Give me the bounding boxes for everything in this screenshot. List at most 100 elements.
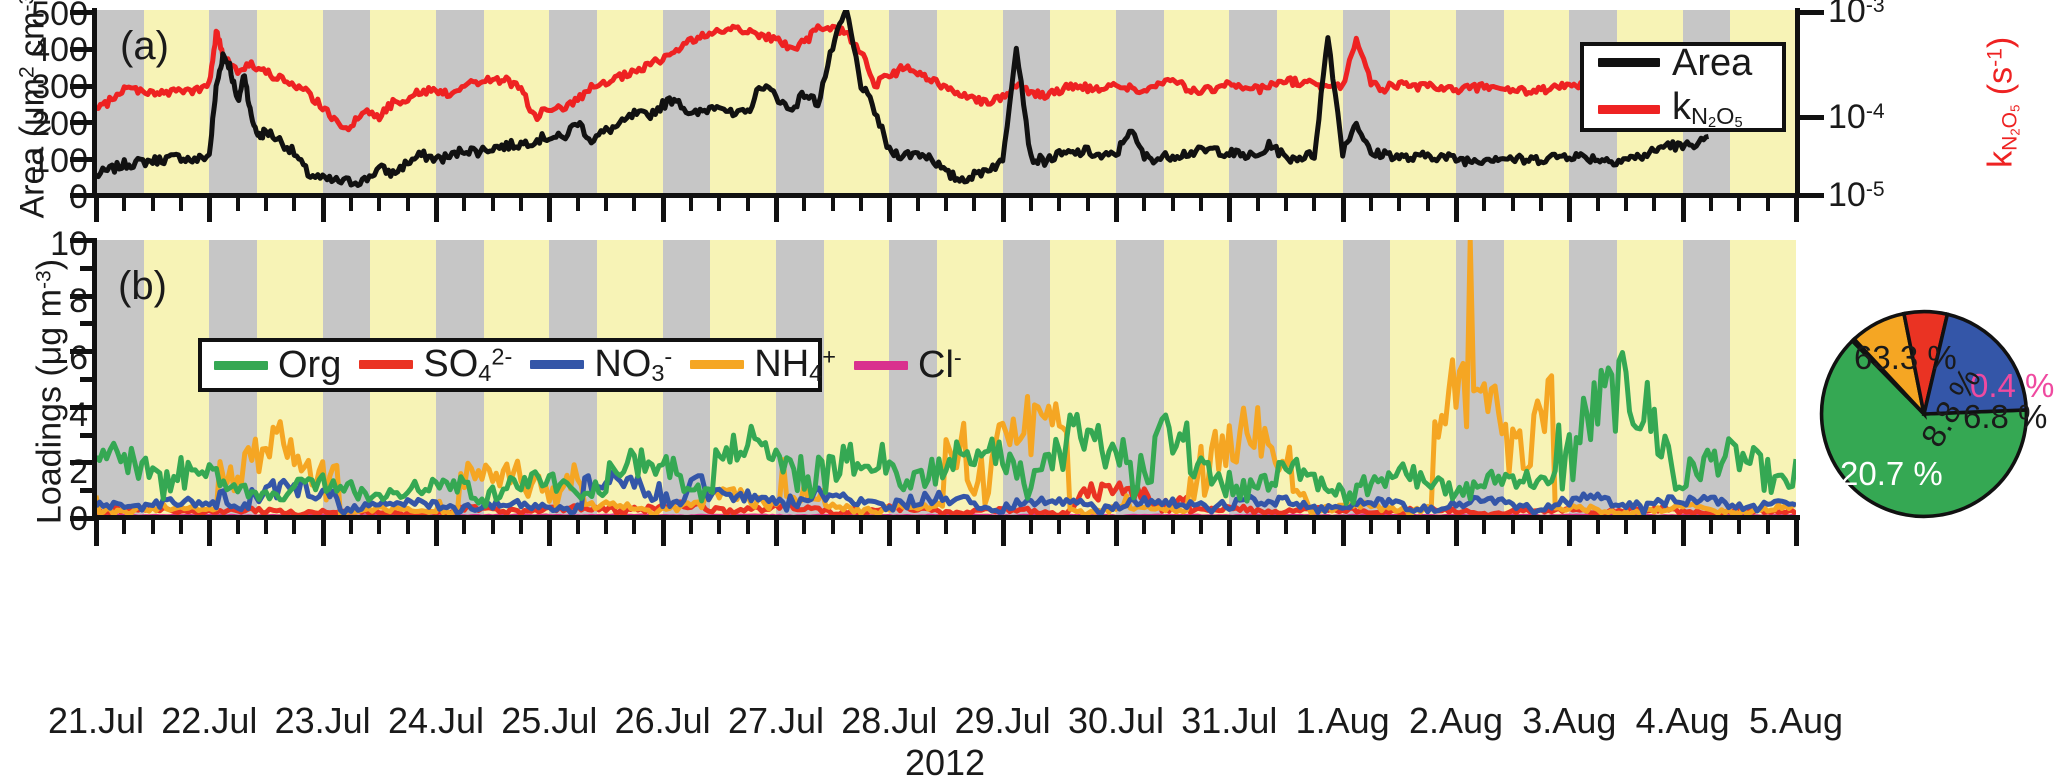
x-tick-minor — [944, 198, 948, 211]
pie-label-cl: 0.4 % — [1970, 367, 2054, 404]
x-axis-date-label: 2.Aug — [1408, 700, 1504, 741]
panel-b-ytick-minor — [80, 488, 94, 494]
x-tick-minor — [1170, 520, 1175, 534]
x-tick-major — [774, 198, 779, 222]
legend-swatch-nh4 — [690, 360, 745, 370]
legend-label-org: Org — [278, 344, 342, 386]
y2-exponent: -3 — [1865, 0, 1885, 17]
x-tick-major — [774, 520, 779, 546]
x-tick-minor — [1624, 520, 1628, 534]
legend-item-area[interactable]: Area — [1598, 44, 1752, 82]
legend-swatch-cl — [854, 360, 909, 370]
x-tick-major — [1567, 520, 1573, 546]
x-tick-minor — [604, 198, 608, 211]
x-tick-major — [660, 198, 666, 222]
x-tick-minor — [349, 198, 353, 211]
panel-a-bottom-axis-line — [92, 193, 1800, 198]
x-tick-major — [887, 520, 893, 546]
x-tick-minor — [235, 198, 240, 211]
shading-night — [1229, 10, 1277, 196]
shading-day — [1163, 10, 1230, 196]
x-tick-major — [320, 520, 326, 546]
panel-a-label: (a) — [120, 24, 169, 68]
shading-day — [483, 10, 550, 196]
panel-b-left-axis-line — [92, 238, 97, 520]
pie-slice-org[interactable] — [1819, 338, 2029, 519]
x-tick-minor — [1539, 520, 1543, 534]
x-tick-minor — [1595, 198, 1600, 211]
legend-label-no3: NO3- — [594, 342, 673, 386]
x-tick-minor — [944, 520, 948, 534]
legend-swatch-area — [1598, 58, 1660, 68]
y2-mantissa: 10 — [1828, 176, 1866, 214]
x-tick-minor — [1057, 198, 1062, 211]
legend-item-kn2o5[interactable]: kN2O5 — [1598, 88, 1743, 131]
x-tick-minor — [1737, 198, 1742, 211]
x-tick-major — [1567, 198, 1573, 222]
x-tick-minor — [1199, 198, 1203, 211]
x-tick-major — [1454, 520, 1459, 546]
x-tick-minor — [802, 520, 807, 534]
panel-b-label: (b) — [118, 264, 167, 308]
x-tick-major — [320, 198, 326, 222]
legend-item-org[interactable]: Org — [214, 346, 341, 384]
x-tick-minor — [1510, 198, 1515, 211]
x-axis-date-label: 21.Jul — [47, 700, 145, 741]
legend-item-so4[interactable]: SO42- — [359, 345, 512, 386]
x-tick-minor — [235, 520, 240, 534]
panel-b-ytick-10: 10 — [50, 225, 88, 263]
shading-night — [889, 10, 937, 196]
x-tick-minor — [575, 520, 580, 534]
x-tick-major — [1114, 198, 1119, 222]
legend-swatch-kn2o5 — [1598, 104, 1660, 114]
legend-item-no3[interactable]: NO3- — [530, 345, 672, 386]
x-tick-minor — [1369, 198, 1373, 211]
x-tick-minor — [150, 520, 155, 534]
x-tick-minor — [292, 520, 297, 534]
shading-day — [1390, 240, 1456, 518]
area-line — [96, 10, 1710, 188]
legend-item-cl[interactable]: Cl- — [854, 346, 962, 384]
x-tick-minor — [1425, 198, 1430, 211]
panel-a-y2tick-mark — [1798, 193, 1824, 198]
pie-label-no3: 20.7 % — [1840, 455, 1943, 492]
x-tick-minor — [689, 198, 693, 211]
x-tick-minor — [179, 520, 183, 534]
shading-day — [1276, 10, 1343, 196]
x-tick-minor — [1085, 198, 1090, 211]
x-tick-minor — [1284, 520, 1288, 534]
panel-b-ytick-minor — [80, 432, 94, 438]
x-tick-minor — [462, 198, 467, 211]
x-tick-minor — [264, 198, 268, 211]
x-tick-major — [1340, 198, 1346, 222]
x-tick-minor — [972, 198, 977, 211]
x-axis-date-label: 31.Jul — [1181, 700, 1278, 741]
x-tick-major — [547, 520, 553, 546]
x-tick-minor — [972, 520, 977, 534]
shading-night — [436, 10, 484, 196]
x-tick-major — [434, 520, 439, 546]
y2-exponent: -4 — [1865, 99, 1885, 123]
x-tick-minor — [377, 520, 382, 534]
shading-day — [1390, 10, 1456, 196]
x-axis-date-label: 5.Aug — [1748, 700, 1844, 741]
panel-a-plot-area — [96, 10, 1796, 196]
x-tick-minor — [490, 198, 495, 211]
panel-a-ytick-mark — [70, 193, 94, 198]
nitrate-line — [96, 469, 1796, 517]
legend-item-nh4[interactable]: NH4+ — [690, 345, 836, 386]
legend-swatch-no3 — [530, 360, 585, 370]
x-axis-date-label: 26.Jul — [614, 700, 711, 741]
y2-mantissa: 10 — [1828, 98, 1866, 136]
pie-slice-no3[interactable] — [1921, 312, 2029, 416]
legend-label-cl: Cl- — [918, 344, 962, 386]
x-tick-major — [1114, 520, 1119, 546]
x-tick-minor — [519, 198, 523, 211]
x-axis-date-label: 23.Jul — [274, 700, 371, 741]
x-tick-minor — [745, 198, 750, 211]
x-tick-minor — [1057, 520, 1062, 534]
x-tick-minor — [1397, 198, 1402, 211]
x-tick-minor — [689, 520, 693, 534]
x-tick-major — [660, 520, 666, 546]
x-tick-minor — [830, 520, 835, 534]
